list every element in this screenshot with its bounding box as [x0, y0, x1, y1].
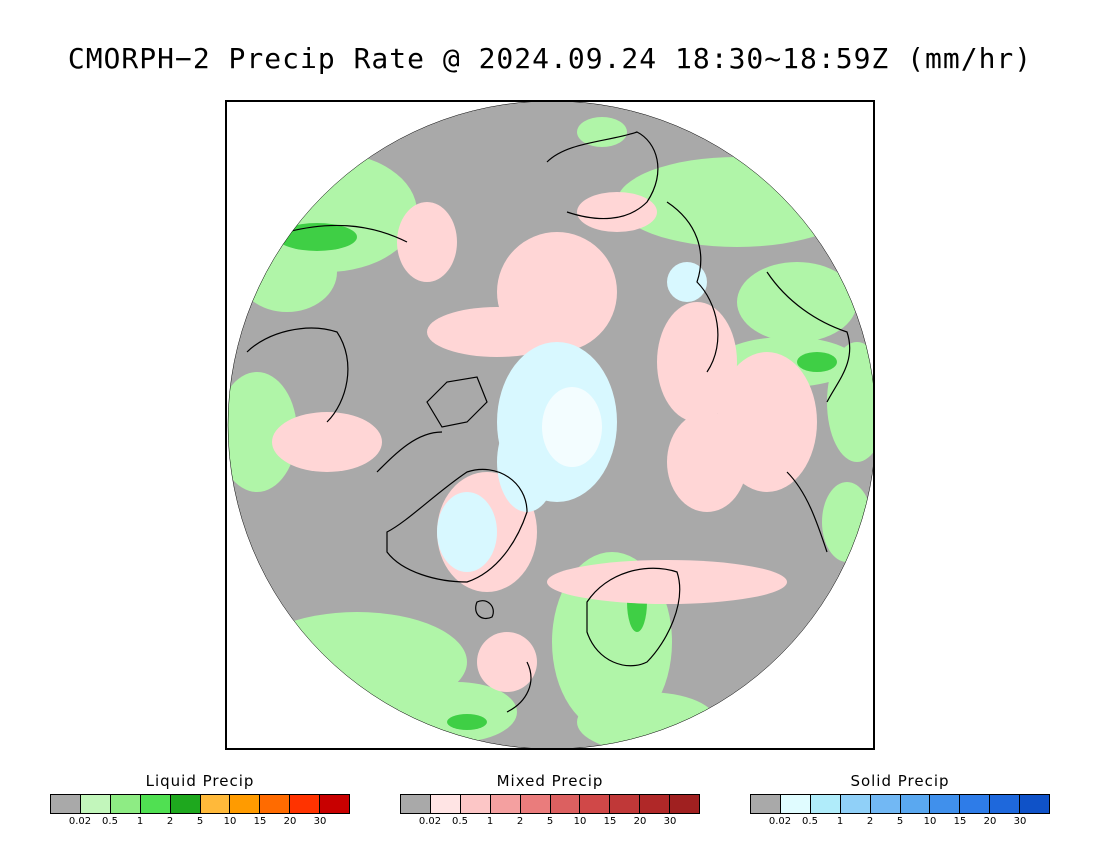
legend-tick-label: 5 [196, 816, 204, 827]
legend-tick-label: 20 [983, 816, 997, 827]
legend-swatch [260, 795, 291, 813]
legend-swatch [930, 795, 961, 813]
legend-ticks: 0.02 0.5 1 2 5 10 15 20 30 [750, 814, 1050, 830]
legend-swatch [870, 795, 901, 813]
legend-swatch [51, 795, 81, 813]
legend-tick-label: 10 [923, 816, 937, 827]
siberia-coast [546, 131, 659, 220]
mixed-precip-legend: Mixed Precip 0.02 0.5 1 2 5 10 15 20 30 [400, 772, 700, 830]
legend-ticks: 0.02 0.5 1 2 5 10 15 20 30 [400, 814, 700, 830]
legend-tick-label: 30 [663, 816, 677, 827]
legend-tick-label: 30 [313, 816, 327, 827]
legend-swatch [520, 795, 551, 813]
legend-tick-label: 0.02 [768, 816, 792, 827]
legend-swatch [670, 795, 700, 813]
legend-tick-label: 1 [486, 816, 494, 827]
legend-swatch [490, 795, 521, 813]
legend-swatch [460, 795, 491, 813]
legend-swatch [960, 795, 991, 813]
legend-tick-label: 5 [546, 816, 554, 827]
legend-swatch [840, 795, 871, 813]
canada-coast [246, 327, 349, 423]
legend-title: Mixed Precip [496, 772, 604, 790]
iceland-outline [475, 600, 494, 620]
legend-tick-label: 15 [603, 816, 617, 827]
legend-tick-label: 0.5 [802, 816, 818, 827]
legend-tick-label: 1 [836, 816, 844, 827]
map-title: CMORPH−2 Precip Rate @ 2024.09.24 18:30~… [67, 42, 1033, 75]
legend-tick-label: 0.5 [102, 816, 118, 827]
legend-tick-label: 20 [633, 816, 647, 827]
legend-swatch [550, 795, 581, 813]
polar-map-frame [225, 100, 875, 750]
legend-title: Liquid Precip [145, 772, 255, 790]
legend-swatch [580, 795, 611, 813]
alaska-coast [286, 224, 408, 243]
legend-swatch [290, 795, 321, 813]
legend-swatch [170, 795, 201, 813]
legend-swatch [640, 795, 671, 813]
legend-title: Solid Precip [850, 772, 950, 790]
legend-tick-label: 0.02 [418, 816, 442, 827]
legend-swatch [230, 795, 261, 813]
mixed-precip-areas [272, 192, 817, 692]
legend-ticks: 0.02 0.5 1 2 5 10 15 20 30 [50, 814, 350, 830]
legend-swatch [810, 795, 841, 813]
legend-swatch [900, 795, 931, 813]
liquid-precip-legend: Liquid Precip 0.02 0.5 1 2 5 10 15 20 30 [50, 772, 350, 830]
greenland-outline [386, 468, 528, 583]
legend-tick-label: 0.02 [68, 816, 92, 827]
legend-tick-label: 5 [896, 816, 904, 827]
legend-swatches [750, 794, 1050, 814]
solid-precip-legend: Solid Precip 0.02 0.5 1 2 5 10 15 20 30 [750, 772, 1050, 830]
legend-tick-label: 1 [136, 816, 144, 827]
legend-swatch [430, 795, 461, 813]
coastlines [246, 131, 851, 713]
legend-swatch [200, 795, 231, 813]
legend-swatches [400, 794, 700, 814]
legend-swatch [780, 795, 811, 813]
legend-swatch [110, 795, 141, 813]
scandinavia-outline [586, 567, 681, 667]
legend-swatch [751, 795, 781, 813]
legend-swatch [990, 795, 1021, 813]
legend-tick-label: 20 [283, 816, 297, 827]
legend-swatch [80, 795, 111, 813]
legend-swatch [320, 795, 350, 813]
legend-swatch [401, 795, 431, 813]
legend-tick-label: 10 [223, 816, 237, 827]
heavy-solid-highlight [542, 387, 602, 467]
legend-tick-label: 2 [866, 816, 874, 827]
legend-tick-label: 10 [573, 816, 587, 827]
legend-tick-label: 15 [253, 816, 267, 827]
arctic-islands-outline [426, 376, 488, 428]
legend-tick-label: 2 [166, 816, 174, 827]
polar-precip-map [227, 102, 873, 748]
legend-swatches [50, 794, 350, 814]
legend-swatch [1020, 795, 1050, 813]
legend-swatch [610, 795, 641, 813]
legend-tick-label: 0.5 [452, 816, 468, 827]
legend-tick-label: 15 [953, 816, 967, 827]
legend-tick-label: 30 [1013, 816, 1027, 827]
legend-swatch [140, 795, 171, 813]
legend-tick-label: 2 [516, 816, 524, 827]
